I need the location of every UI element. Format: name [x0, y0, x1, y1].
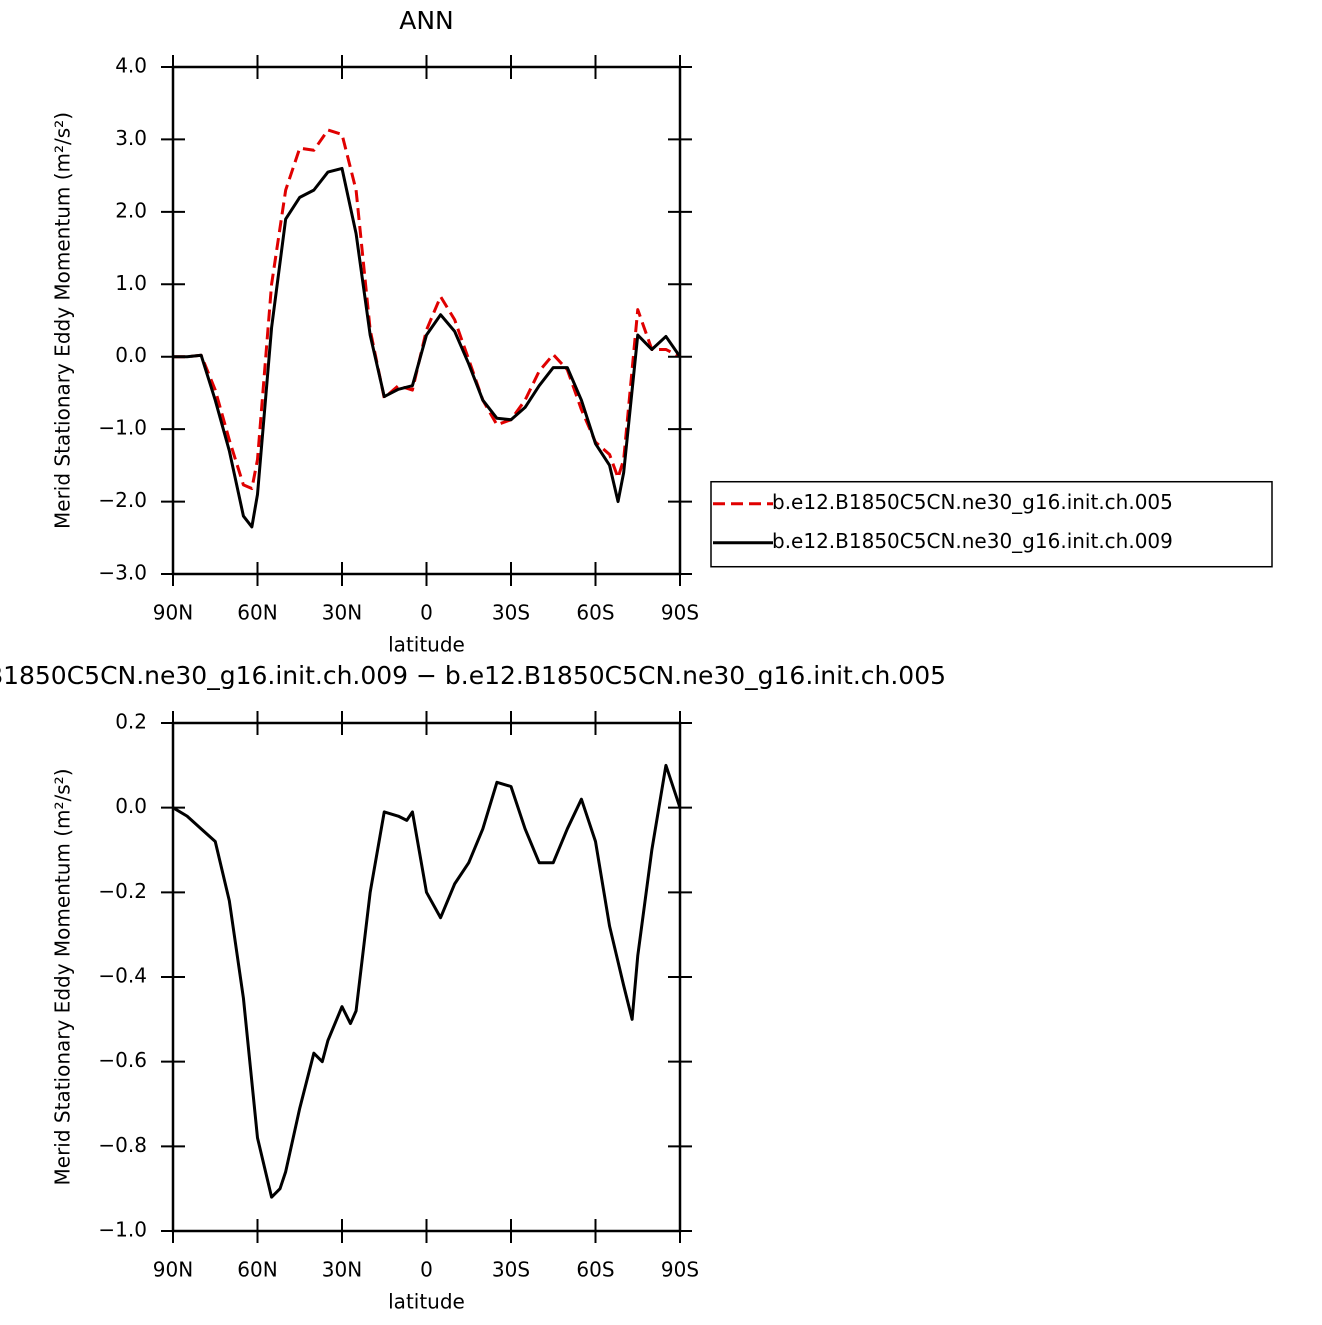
- x-axis-label: latitude: [388, 633, 465, 657]
- x-tick-label: 90N: [153, 601, 193, 625]
- y-tick-label: 1.0: [115, 271, 147, 295]
- y-tick-label: −0.2: [98, 879, 147, 903]
- y-tick-label: −0.6: [98, 1048, 147, 1072]
- y-tick-label: −0.8: [98, 1133, 147, 1157]
- plot-frame: [171, 721, 682, 1233]
- y-axis-label: Merid Stationary Eddy Momentum (m²/s²): [51, 769, 75, 1186]
- chart-title: ANN: [399, 6, 454, 35]
- chart-title: b.e12.B1850C5CN.ne30_g16.init.ch.009 − b…: [0, 661, 946, 690]
- x-axis-label: latitude: [388, 1290, 465, 1314]
- plot-frame: [171, 65, 682, 576]
- y-tick-label: 0.2: [115, 710, 147, 734]
- y-tick-label: 2.0: [115, 198, 147, 222]
- y-tick-label: −1.0: [98, 416, 147, 440]
- x-tick-label: 60N: [237, 1258, 277, 1282]
- x-tick-label: 60S: [576, 1258, 614, 1282]
- x-tick-label: 90S: [661, 1258, 699, 1282]
- x-tick-label: 30N: [322, 601, 362, 625]
- y-tick-label: −1.0: [98, 1218, 147, 1242]
- legend-label: b.e12.B1850C5CN.ne30_g16.init.ch.009: [772, 529, 1173, 553]
- x-tick-label: 0: [420, 601, 433, 625]
- y-tick-label: −2.0: [98, 488, 147, 512]
- y-axis-label: Merid Stationary Eddy Momentum (m²/s²): [51, 112, 75, 529]
- x-tick-label: 30S: [492, 1258, 530, 1282]
- data-line: [172, 763, 682, 1199]
- data-line: [173, 128, 681, 491]
- y-tick-label: 4.0: [115, 54, 147, 78]
- x-tick-label: 0: [420, 1258, 433, 1282]
- x-tick-label: 30S: [492, 601, 530, 625]
- y-tick-label: 3.0: [115, 126, 147, 150]
- data-line: [173, 166, 682, 529]
- legend-label: b.e12.B1850C5CN.ne30_g16.init.ch.005: [772, 490, 1173, 514]
- x-tick-label: 60S: [576, 601, 614, 625]
- x-tick-label: 30N: [322, 1258, 362, 1282]
- legend-box: [710, 480, 1273, 568]
- x-tick-label: 60N: [237, 601, 277, 625]
- x-tick-label: 90S: [661, 601, 699, 625]
- y-tick-label: −3.0: [98, 561, 147, 585]
- x-tick-label: 90N: [153, 1258, 193, 1282]
- y-tick-label: 0.0: [115, 343, 147, 367]
- y-tick-label: −0.4: [98, 964, 147, 988]
- y-tick-label: 0.0: [115, 794, 147, 818]
